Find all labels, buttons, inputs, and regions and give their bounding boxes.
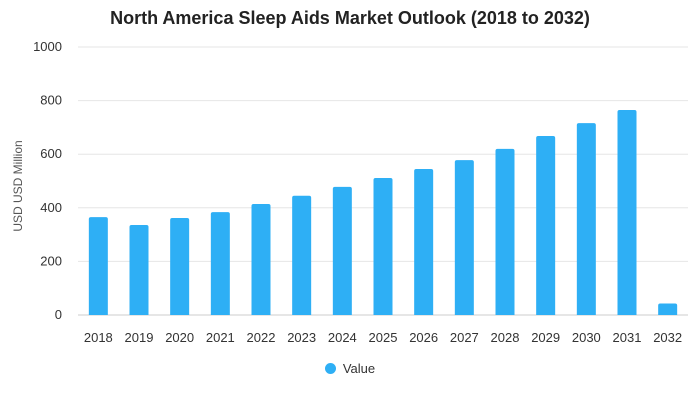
y-tick-label: 0 (55, 307, 62, 322)
x-tick-label: 2020 (165, 330, 194, 345)
x-tick-label: 2024 (328, 330, 357, 345)
y-tick-label: 400 (40, 200, 62, 215)
x-tick-label: 2022 (247, 330, 276, 345)
y-axis-label: USD USD Million (11, 140, 25, 231)
bar-2031 (617, 109, 637, 315)
x-tick-label: 2031 (613, 330, 642, 345)
x-tick-label: 2030 (572, 330, 601, 345)
legend: Value (0, 361, 700, 376)
bars (88, 109, 678, 315)
bar-2032 (658, 303, 678, 315)
chart-title: North America Sleep Aids Market Outlook … (110, 8, 590, 28)
bar-2026 (414, 168, 434, 315)
bar-2025 (373, 178, 393, 315)
x-tick-label: 2018 (84, 330, 113, 345)
bar-2024 (332, 186, 352, 315)
bar-2028 (495, 148, 515, 315)
bar-2023 (292, 195, 312, 315)
x-tick-label: 2032 (653, 330, 682, 345)
bar-2019 (129, 224, 149, 315)
bar-2027 (454, 160, 474, 315)
x-tick-label: 2026 (409, 330, 438, 345)
bar-2020 (170, 217, 190, 315)
bar-2030 (576, 123, 596, 315)
y-tick-label: 200 (40, 253, 62, 268)
y-tick-label: 800 (40, 93, 62, 108)
y-axis-ticks: 0 200 400 600 800 1000 (33, 39, 62, 322)
bar-2022 (251, 204, 271, 315)
x-axis-ticks: 2018 2019 2020 2021 2022 2023 2024 2025 2026 2027… (84, 330, 682, 345)
legend-swatch-icon (324, 363, 336, 374)
x-tick-label: 2027 (450, 330, 479, 345)
x-tick-label: 2019 (125, 330, 154, 345)
x-tick-label: 2029 (531, 330, 560, 345)
y-tick-label: 600 (40, 146, 62, 161)
x-tick-label: 2025 (369, 330, 398, 345)
bar-2018 (88, 217, 108, 315)
x-tick-label: 2028 (491, 330, 520, 345)
bar-2029 (536, 135, 556, 315)
legend-label: Value (342, 361, 376, 376)
x-tick-label: 2021 (206, 330, 235, 345)
x-tick-label: 2023 (287, 330, 316, 345)
y-tick-label: 1000 (33, 39, 62, 54)
bar-2021 (210, 212, 230, 315)
